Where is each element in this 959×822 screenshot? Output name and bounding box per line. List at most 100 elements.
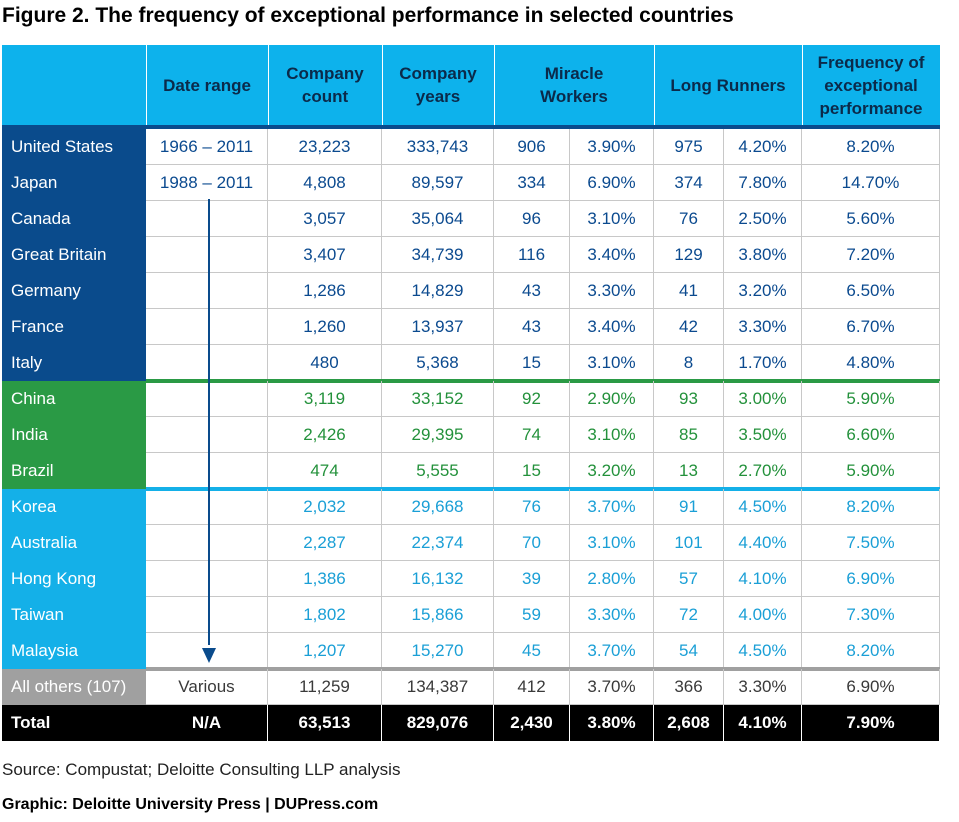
graphic-credit: Graphic: Deloitte University Press | DUP… — [2, 796, 379, 813]
table-row: India 2,426 29,395 74 3.10% 85 3.50% 6.60% — [2, 417, 940, 453]
cell-lr-count: 374 — [654, 165, 724, 201]
cell-mw-count: 92 — [494, 381, 570, 417]
cell-company-count: 4,808 — [268, 165, 382, 201]
cell-company-count: 1,286 — [268, 273, 382, 309]
cell-mw-count: 39 — [494, 561, 570, 597]
country-label: India — [2, 417, 146, 453]
cell-mw-count: 74 — [494, 417, 570, 453]
cell-mw-count: 45 — [494, 633, 570, 669]
cell-company-count: 3,057 — [268, 201, 382, 237]
cell-lr-pct: 4.50% — [724, 633, 802, 669]
cell-date-range — [146, 633, 268, 669]
country-label: Australia — [2, 525, 146, 561]
table-row: Total N/A 63,513 829,076 2,430 3.80% 2,608 4.10… — [2, 705, 940, 741]
cell-mw-pct: 2.80% — [570, 561, 654, 597]
cell-company-years: 29,668 — [382, 489, 494, 525]
cell-mw-count: 906 — [494, 129, 570, 165]
cell-lr-pct: 3.80% — [724, 237, 802, 273]
country-label: All others (107) — [2, 669, 146, 705]
cell-lr-count: 366 — [654, 669, 724, 705]
header-divider — [2, 125, 940, 129]
cell-company-years: 15,866 — [382, 597, 494, 633]
header-miracle-workers: Miracle Workers — [540, 64, 608, 106]
table-header: Date range Company count Company years M… — [2, 45, 940, 125]
cell-company-years: 35,064 — [382, 201, 494, 237]
cell-mw-count: 116 — [494, 237, 570, 273]
cell-mw-pct: 2.90% — [570, 381, 654, 417]
cell-company-years: 333,743 — [382, 129, 494, 165]
table-row: Malaysia 1,207 15,270 45 3.70% 54 4.50% 8.20% — [2, 633, 940, 669]
cell-company-years: 5,555 — [382, 453, 494, 489]
cell-company-years: 29,395 — [382, 417, 494, 453]
cell-freq: 6.60% — [802, 417, 940, 453]
cell-lr-pct: 3.50% — [724, 417, 802, 453]
cell-lr-count: 72 — [654, 597, 724, 633]
cell-date-range: N/A — [146, 705, 268, 741]
cell-freq: 4.80% — [802, 345, 940, 381]
cell-lr-count: 85 — [654, 417, 724, 453]
cell-date-range — [146, 345, 268, 381]
cell-lr-count: 13 — [654, 453, 724, 489]
cell-company-count: 1,386 — [268, 561, 382, 597]
cell-date-range — [146, 453, 268, 489]
cell-freq: 8.20% — [802, 489, 940, 525]
cell-freq: 8.20% — [802, 129, 940, 165]
table-row: Germany 1,286 14,829 43 3.30% 41 3.20% 6.50% — [2, 273, 940, 309]
cell-company-years: 13,937 — [382, 309, 494, 345]
cell-date-range — [146, 273, 268, 309]
cell-lr-pct: 3.30% — [724, 669, 802, 705]
cell-company-count: 480 — [268, 345, 382, 381]
cell-freq: 6.90% — [802, 669, 940, 705]
cell-company-years: 89,597 — [382, 165, 494, 201]
cell-mw-pct: 3.30% — [570, 597, 654, 633]
figure-title: Figure 2. The frequency of exceptional p… — [2, 4, 734, 27]
cell-lr-pct: 4.50% — [724, 489, 802, 525]
cell-company-count: 1,802 — [268, 597, 382, 633]
cell-company-years: 33,152 — [382, 381, 494, 417]
cell-mw-count: 76 — [494, 489, 570, 525]
cell-mw-count: 70 — [494, 525, 570, 561]
cell-date-range: 1988 – 2011 — [146, 165, 268, 201]
cell-lr-count: 975 — [654, 129, 724, 165]
cell-date-range — [146, 201, 268, 237]
country-label: Total — [2, 705, 146, 741]
header-company-years: Company years — [399, 64, 477, 106]
cell-lr-pct: 3.20% — [724, 273, 802, 309]
country-label: Japan — [2, 165, 146, 201]
cell-date-range — [146, 237, 268, 273]
cell-lr-count: 54 — [654, 633, 724, 669]
cell-company-count: 2,426 — [268, 417, 382, 453]
cell-company-count: 11,259 — [268, 669, 382, 705]
cell-lr-pct: 1.70% — [724, 345, 802, 381]
table-row: Australia 2,287 22,374 70 3.10% 101 4.40% 7.50% — [2, 525, 940, 561]
cell-lr-count: 91 — [654, 489, 724, 525]
cell-date-range — [146, 525, 268, 561]
cell-lr-pct: 7.80% — [724, 165, 802, 201]
country-label: France — [2, 309, 146, 345]
group-separator — [146, 487, 940, 491]
cell-date-range — [146, 381, 268, 417]
cell-company-years: 16,132 — [382, 561, 494, 597]
cell-company-count: 474 — [268, 453, 382, 489]
table-row: Korea 2,032 29,668 76 3.70% 91 4.50% 8.20% — [2, 489, 940, 525]
cell-freq: 6.50% — [802, 273, 940, 309]
header-frequency: Frequency of exceptional performance — [817, 52, 925, 118]
cell-freq: 8.20% — [802, 633, 940, 669]
cell-company-years: 22,374 — [382, 525, 494, 561]
cell-mw-pct: 3.20% — [570, 453, 654, 489]
cell-freq: 6.70% — [802, 309, 940, 345]
cell-mw-pct: 3.70% — [570, 669, 654, 705]
country-label: Malaysia — [2, 633, 146, 669]
cell-lr-count: 76 — [654, 201, 724, 237]
cell-lr-count: 57 — [654, 561, 724, 597]
table-row: Hong Kong 1,386 16,132 39 2.80% 57 4.10% 6.90% — [2, 561, 940, 597]
country-label: Germany — [2, 273, 146, 309]
cell-company-years: 5,368 — [382, 345, 494, 381]
country-label: Brazil — [2, 453, 146, 489]
table-row: Japan 1988 – 2011 4,808 89,597 334 6.90% 374 7.… — [2, 165, 940, 201]
cell-mw-pct: 6.90% — [570, 165, 654, 201]
cell-company-count: 1,260 — [268, 309, 382, 345]
cell-lr-count: 41 — [654, 273, 724, 309]
cell-lr-count: 42 — [654, 309, 724, 345]
cell-mw-count: 15 — [494, 345, 570, 381]
